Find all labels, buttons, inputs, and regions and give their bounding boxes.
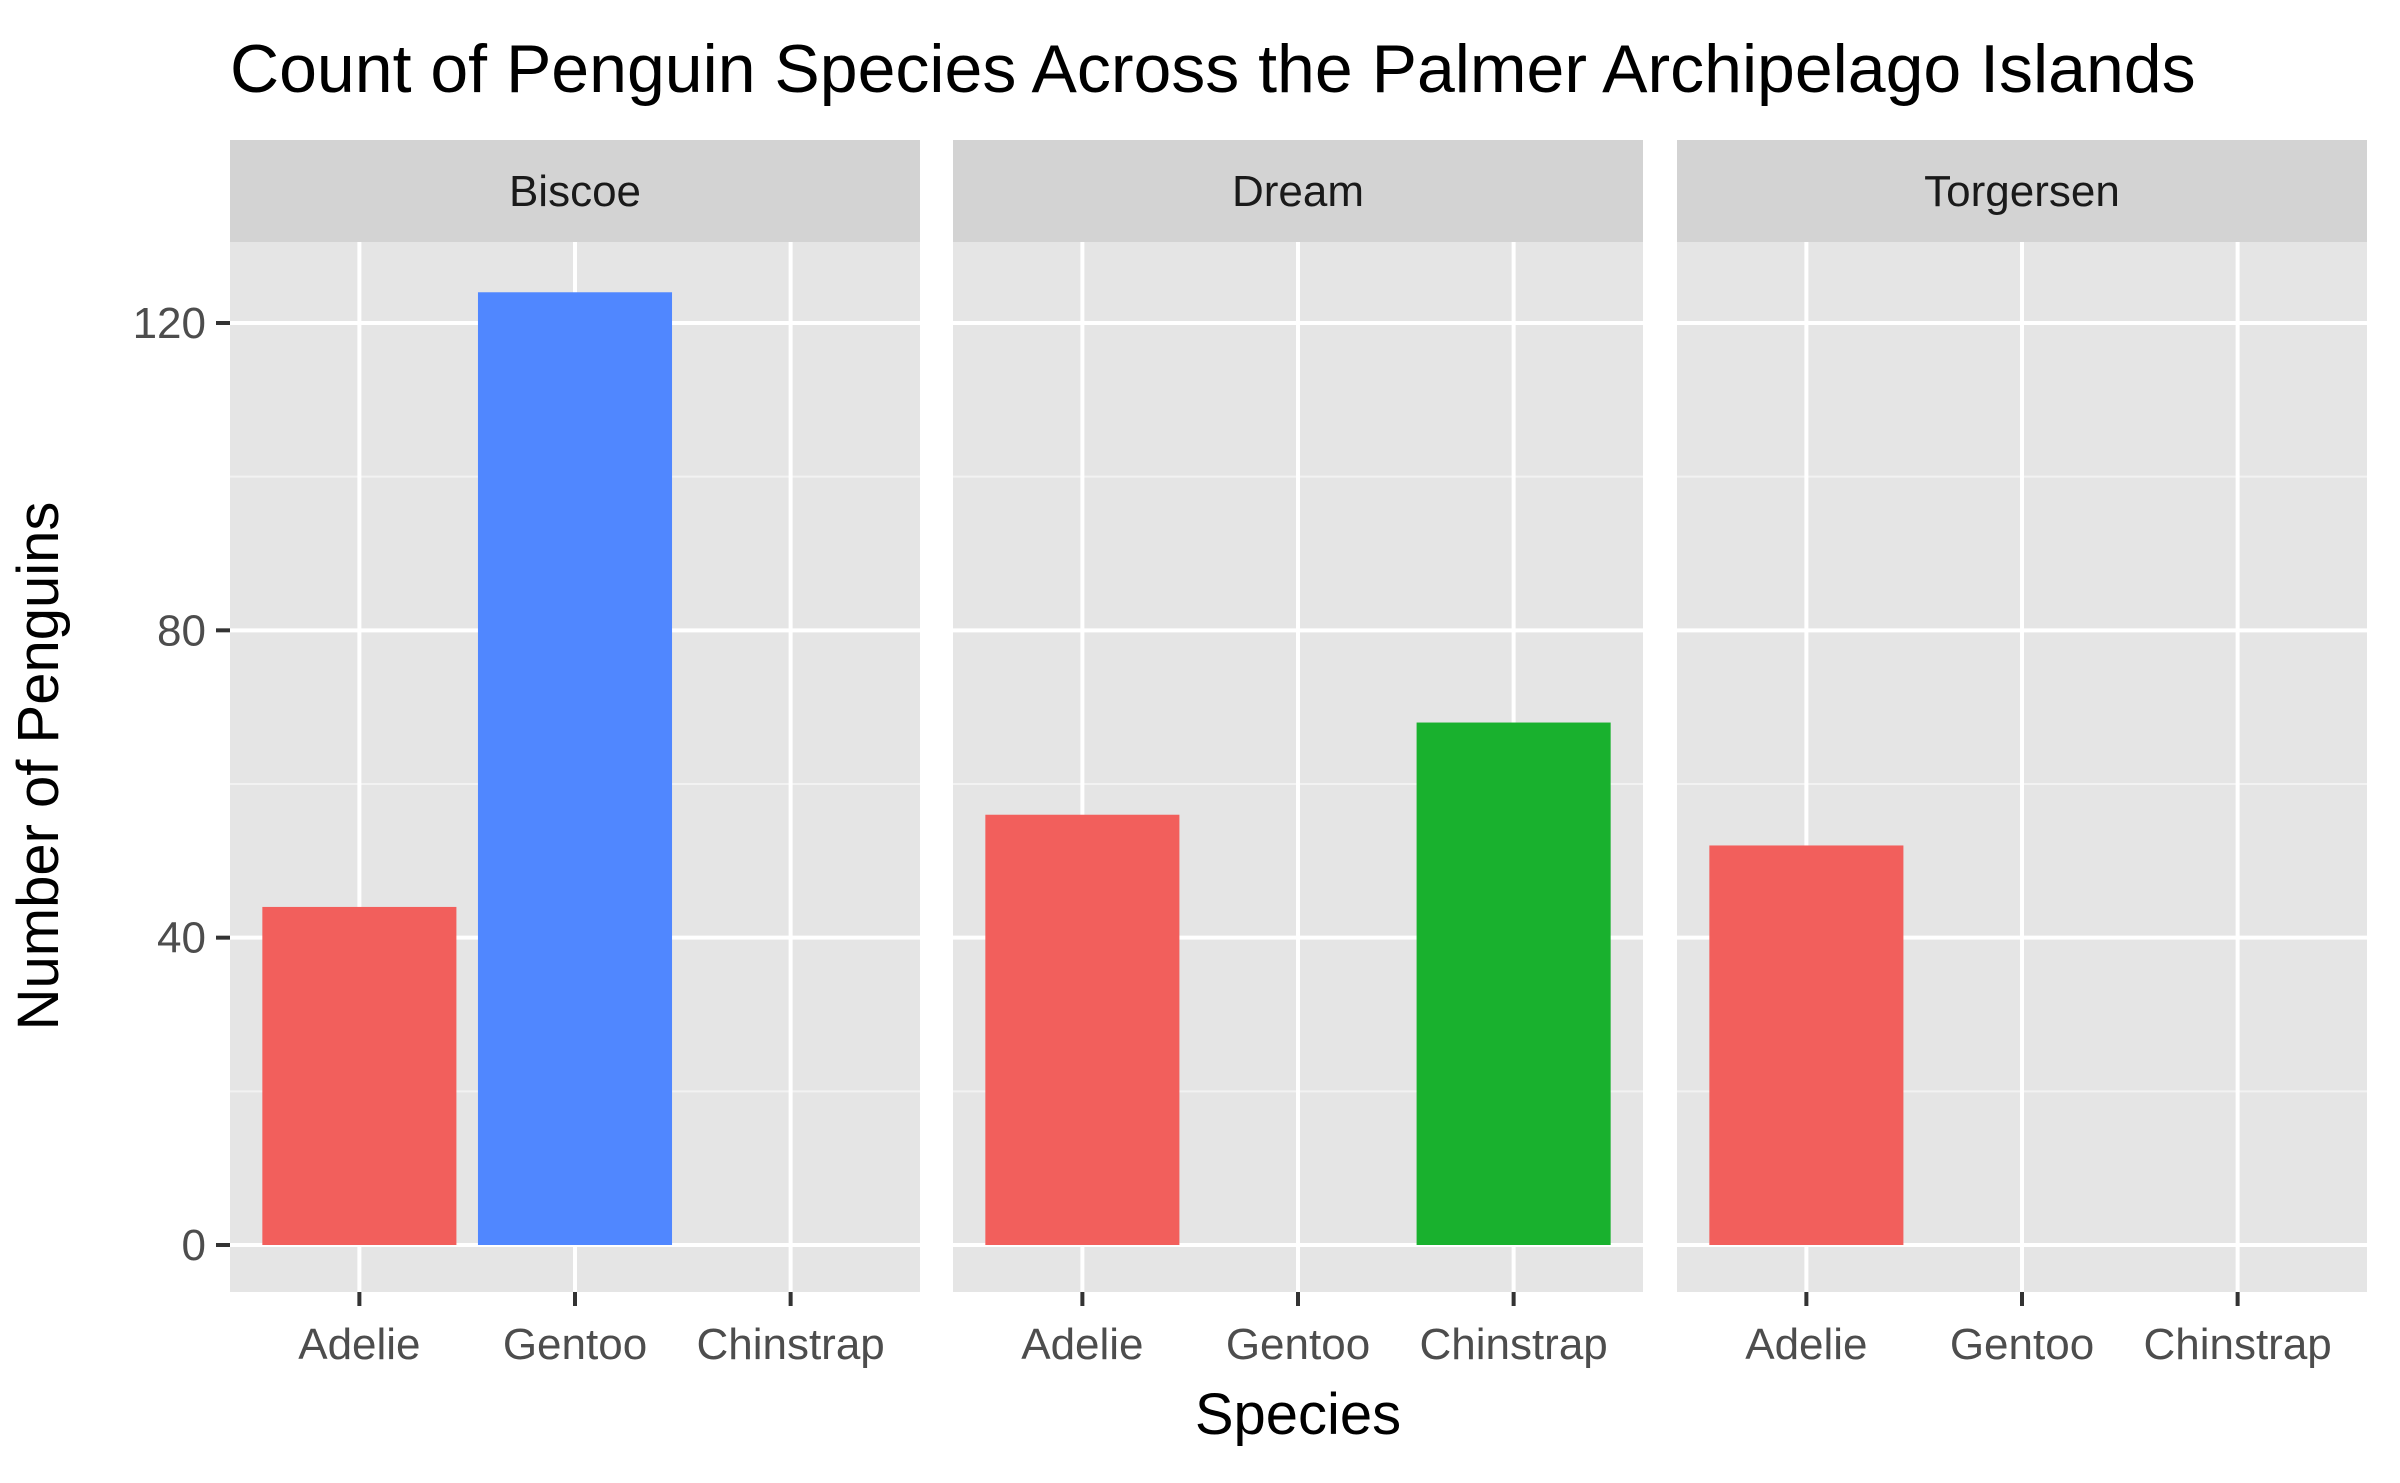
x-axis-title: Species [1195,1382,1401,1447]
x-tick-label: Chinstrap [1419,1320,1607,1369]
x-tick-label: Chinstrap [2143,1320,2331,1369]
bar-torgersen-adelie [1709,845,1904,1245]
facet-strip [953,140,1643,242]
x-tick-label: Chinstrap [696,1320,884,1369]
facet-strip-label: Torgersen [1924,167,2120,216]
facet-panel-dream: Dream Adelie Gentoo Chinstrap [953,140,1643,1369]
facet-panel-torgersen: Torgersen Adelie Gentoo Chinstrap [1677,140,2367,1369]
y-tick-label: 80 [157,606,206,655]
facet-strip [230,140,920,242]
x-tick-label: Adelie [1021,1320,1143,1369]
chart-title: Count of Penguin Species Across the Palm… [230,31,2196,107]
bar-biscoe-adelie [262,906,457,1245]
y-tick-label: 0 [182,1221,206,1270]
x-tick-label: Adelie [1745,1320,1867,1369]
x-tick-label: Gentoo [1950,1320,2094,1369]
y-axis-title: Number of Penguins [6,502,71,1031]
x-tick-label: Adelie [298,1320,420,1369]
bar-dream-adelie [985,814,1180,1245]
y-axis: 0 40 80 120 [133,299,230,1270]
bar-biscoe-gentoo [477,292,673,1245]
facet-panels: Biscoe Adelie Gentoo Chinstrap Dream Adelie Ge… [230,140,2367,1369]
facet-panel-biscoe: Biscoe Adelie Gentoo Chinstrap [230,140,920,1369]
y-tick-label: 120 [133,299,206,348]
bar-dream-chinstrap [1416,722,1611,1245]
facet-strip-label: Biscoe [509,167,641,216]
y-tick-label: 40 [157,914,206,963]
x-tick-label: Gentoo [503,1320,647,1369]
facet-strip [1677,140,2367,242]
x-tick-label: Gentoo [1226,1320,1370,1369]
facet-strip-label: Dream [1232,167,1364,216]
